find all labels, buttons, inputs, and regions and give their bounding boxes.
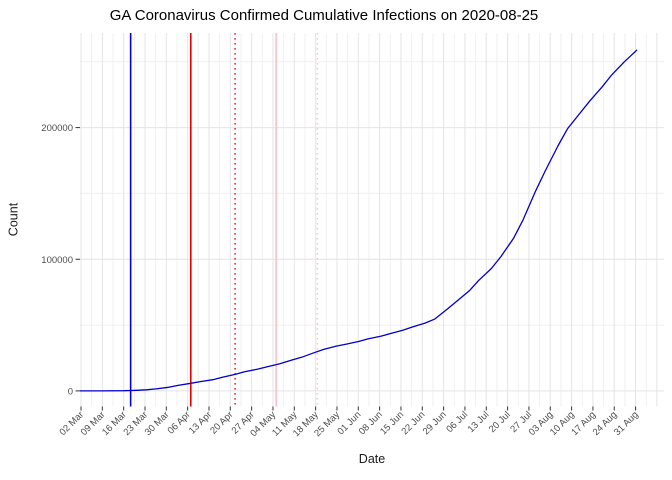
axis-tick-marks: [75, 127, 637, 411]
major-gridlines: [80, 33, 664, 407]
y-tick-label: 0: [68, 386, 73, 397]
y-tick-label: 100000: [41, 255, 73, 266]
x-tick-label: 20 Apr: [208, 409, 235, 436]
x-tick-label: 06 Apr: [166, 409, 193, 436]
x-tick-label: 30 Mar: [143, 409, 172, 438]
x-tick-label: 20 Jul: [487, 409, 513, 435]
cumulative-infections-line: [80, 49, 638, 392]
x-tick-label: 13 Apr: [187, 409, 214, 436]
x-tick-label: 31 Aug: [612, 409, 641, 438]
minor-gridlines: [80, 33, 664, 407]
x-axis-title: Date: [358, 452, 386, 466]
y-tick-labels: 0 100000 200000: [41, 123, 73, 397]
y-axis-title: Count: [6, 202, 21, 237]
x-tick-label: 13 Jul: [466, 409, 492, 435]
x-tick-label: 29 Jun: [421, 409, 449, 437]
chart-title: GA Coronavirus Confirmed Cumulative Infe…: [109, 7, 539, 24]
y-tick-label: 200000: [41, 123, 73, 134]
x-tick-label: 06 Jul: [444, 409, 470, 435]
event-vlines: [129, 33, 319, 407]
